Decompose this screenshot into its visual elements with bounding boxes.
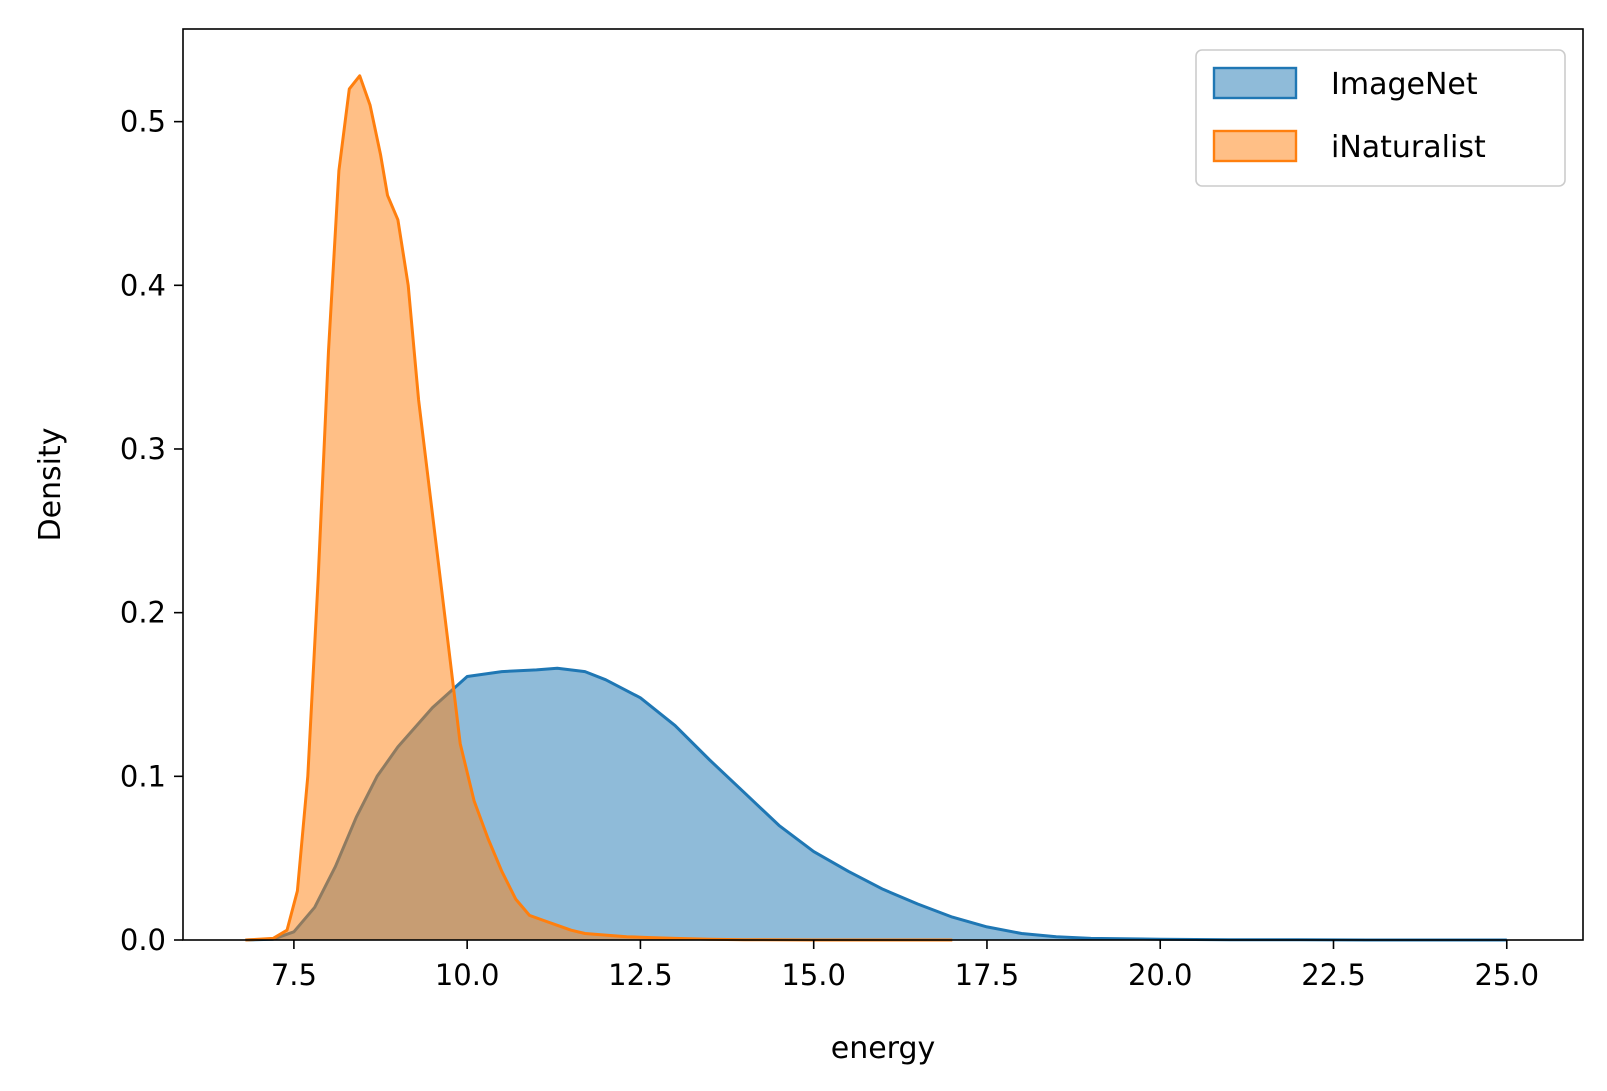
axes-layer: 7.5 10.0 12.5 15.0 17.5 20.0 22.5 25.0 0.0 0.1 0.2… (33, 28, 1584, 1066)
x-tick-label: 25.0 (1474, 958, 1539, 992)
plot-frame (182, 28, 1584, 941)
legend: ImageNet iNaturalist (1195, 49, 1566, 187)
x-tick-label: 17.5 (955, 958, 1020, 992)
x-tick-label: 12.5 (608, 958, 673, 992)
legend-label: ImageNet (1331, 67, 1478, 102)
legend-swatch (1212, 129, 1298, 163)
y-tick-label: 0.2 (120, 596, 166, 630)
x-tick-label: 7.5 (271, 958, 317, 992)
y-tick-label: 0.3 (120, 432, 166, 466)
area-inaturalist (245, 75, 953, 941)
y-tick-label: 0.0 (120, 923, 166, 957)
series-layer (245, 74, 1507, 942)
y-tick-label: 0.4 (120, 268, 166, 302)
area-imagenet (245, 668, 1507, 940)
legend-swatch (1212, 66, 1298, 100)
y-tick-label: 0.5 (120, 105, 166, 139)
y-axis-title: Density (33, 427, 68, 541)
line-inaturalist (245, 74, 953, 942)
y-tick-label: 0.1 (120, 759, 166, 793)
legend-label: iNaturalist (1331, 130, 1486, 165)
x-tick-label: 22.5 (1301, 958, 1366, 992)
x-tick-label: 10.0 (435, 958, 500, 992)
x-tick-label: 20.0 (1128, 958, 1193, 992)
x-axis-title: energy (831, 1031, 936, 1066)
x-tick-label: 15.0 (781, 958, 846, 992)
